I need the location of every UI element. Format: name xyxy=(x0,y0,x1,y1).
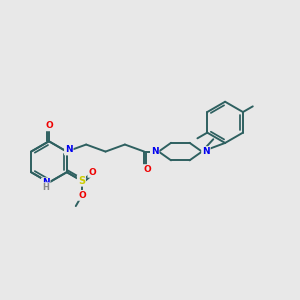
Text: S: S xyxy=(78,176,85,186)
Text: N: N xyxy=(65,146,73,154)
Text: O: O xyxy=(143,165,151,174)
Text: N: N xyxy=(151,147,158,156)
Text: N: N xyxy=(42,178,50,188)
Text: O: O xyxy=(45,121,53,130)
Text: N: N xyxy=(202,147,210,156)
Text: O: O xyxy=(88,168,96,177)
Text: O: O xyxy=(78,191,86,200)
Text: H: H xyxy=(42,183,49,192)
